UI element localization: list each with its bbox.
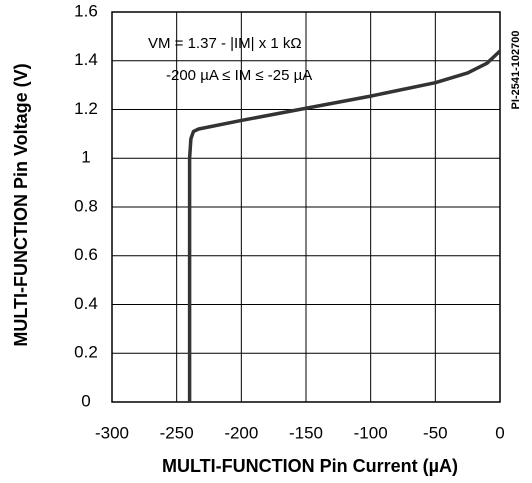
y-tick-label: 1.4 xyxy=(74,50,98,69)
annotation: -200 µA ≤ IM ≤ -25 µA xyxy=(166,67,312,84)
x-tick-label: -250 xyxy=(160,423,194,442)
y-tick-label: 1 xyxy=(81,148,90,167)
y-tick-label: 0.8 xyxy=(74,196,98,215)
x-tick-label: -150 xyxy=(289,423,323,442)
y-tick-label: 0.4 xyxy=(74,294,98,313)
y-axis-label: MULTI-FUNCTION Pin Voltage (V) xyxy=(11,63,31,346)
figure-id: PI-2541-102700 xyxy=(510,31,522,110)
x-tick-label: -200 xyxy=(224,423,258,442)
y-tick-label: 0.6 xyxy=(74,245,98,264)
x-tick-label: -100 xyxy=(354,423,388,442)
x-axis-label: MULTI-FUNCTION Pin Current (µA) xyxy=(162,456,458,476)
plot-frame xyxy=(111,11,501,403)
y-tick-label: 1.6 xyxy=(74,1,98,20)
y-tick-label: 0 xyxy=(81,391,90,410)
annotation: VM = 1.37 - |IM| x 1 kΩ xyxy=(148,35,302,52)
y-tick-label: 0.2 xyxy=(74,343,98,362)
line xyxy=(187,49,502,402)
x-tick-label: -300 xyxy=(95,423,129,442)
x-tick-label: 0 xyxy=(495,423,504,442)
x-tick-label: -50 xyxy=(423,423,448,442)
y-tick-label: 1.2 xyxy=(74,99,98,118)
